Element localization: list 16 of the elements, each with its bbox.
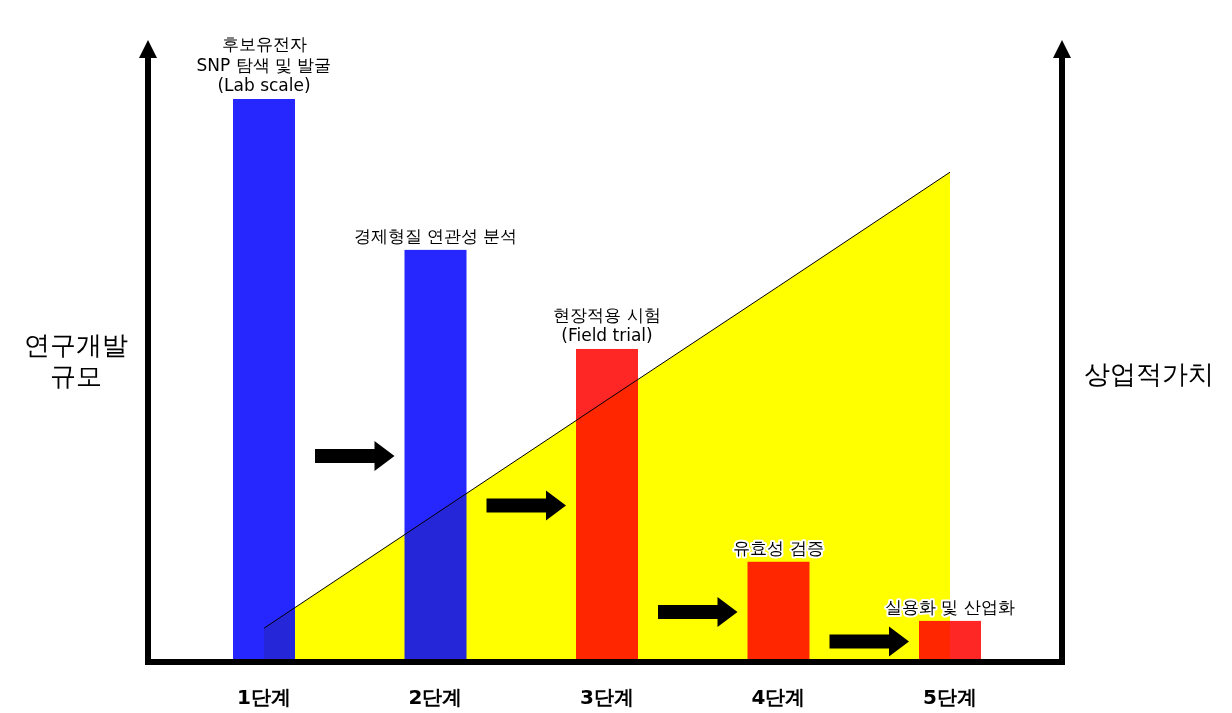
bar [919, 620, 981, 662]
y-axis-title: 연구개발 규모 [24, 329, 128, 391]
x-tick-label: 1단계 [237, 685, 291, 709]
bar [233, 99, 295, 662]
annotation: 경제형질 연관성 분석 [353, 225, 518, 246]
bar [576, 348, 638, 662]
annotation: 현장적용 시험 (Field trial) [553, 304, 661, 345]
x-tick-label: 3단계 [580, 685, 634, 709]
bar [747, 561, 810, 662]
y2-axis-title: 상업적가치 [1084, 359, 1214, 389]
x-tick-label: 4단계 [751, 685, 806, 709]
bar [404, 249, 467, 662]
annotation: 후보유전자 SNP 탐색 및 발굴 (Lab scale) [196, 34, 332, 95]
annotation: 유효성 검증 [733, 537, 824, 558]
x-tick-label: 5단계 [923, 685, 977, 709]
x-tick-label: 2단계 [408, 685, 463, 709]
